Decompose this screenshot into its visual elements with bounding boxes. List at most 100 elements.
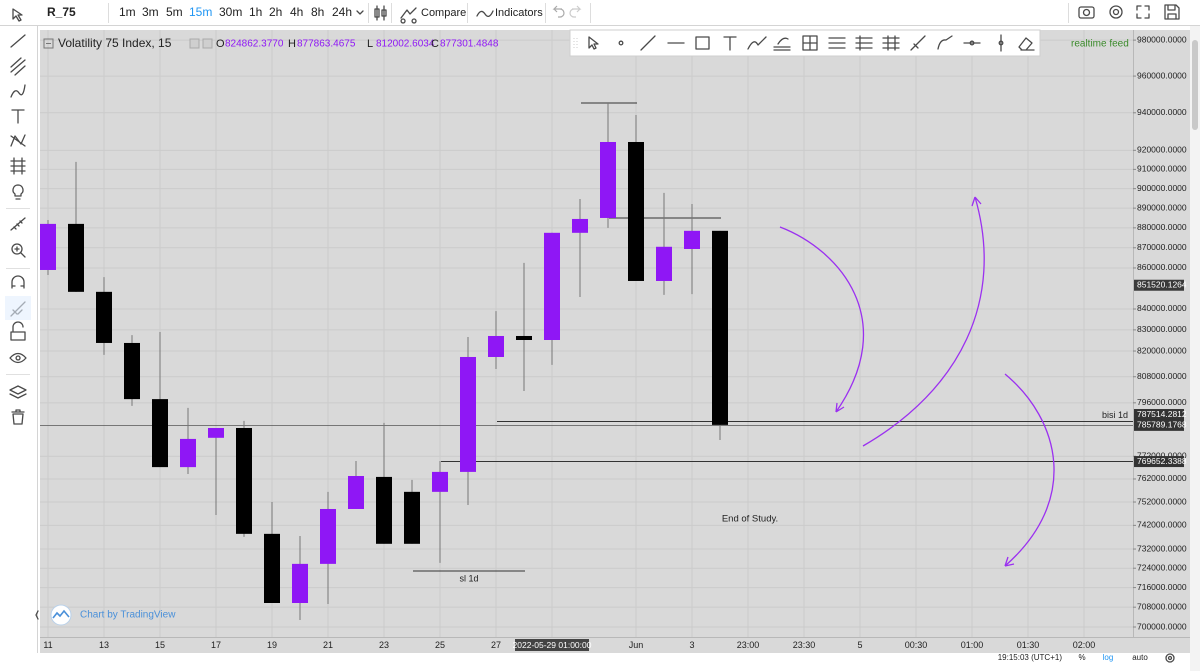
scrollbar[interactable] <box>1190 26 1200 671</box>
indicators-icon[interactable] <box>476 10 494 18</box>
legend-title: Volatility 75 Index, 15 <box>58 36 172 50</box>
fullscreen-button[interactable] <box>1136 5 1150 19</box>
float-tool[interactable] <box>773 37 791 51</box>
redo-button[interactable] <box>569 5 582 18</box>
settings-button[interactable] <box>1109 5 1123 19</box>
x-tick-label: 00:30 <box>905 640 928 650</box>
float-tool[interactable] <box>963 40 981 46</box>
x-tick-label: 21 <box>323 640 333 650</box>
interval-buttons: 1m 3m 5m 15m 30m 1h 2h 4h 8h 24h <box>119 5 352 19</box>
drawing-tool[interactable] <box>10 321 26 341</box>
scrollbar-thumb[interactable] <box>1192 40 1198 130</box>
drawing-tool[interactable] <box>12 184 24 200</box>
save-button[interactable] <box>1164 4 1180 20</box>
x-tick-label: 17 <box>211 640 221 650</box>
interval-button[interactable]: 15m <box>189 5 212 19</box>
drawing-tools-sidebar <box>5 8 31 425</box>
candle-body <box>292 563 308 604</box>
auto-toggle[interactable]: auto <box>1132 653 1148 662</box>
drawing-tool[interactable] <box>11 275 25 289</box>
drawing-tool[interactable] <box>10 84 26 98</box>
drawing-tool[interactable] <box>9 352 27 364</box>
realtime-feed: realtime feed <box>1071 39 1129 50</box>
sidebar-collapse[interactable] <box>35 610 39 620</box>
interval-button[interactable]: 8h <box>311 5 324 19</box>
interval-button[interactable]: 5m <box>166 5 183 19</box>
clock: 19:15:03 (UTC+1) <box>998 653 1063 662</box>
drawing-tool[interactable] <box>10 134 26 147</box>
snapshot-button[interactable] <box>1078 6 1095 19</box>
log-toggle[interactable]: log <box>1103 653 1114 662</box>
chart-type-button[interactable] <box>374 5 387 21</box>
candle-body <box>628 141 644 281</box>
price-label: 769652.3388 <box>1137 456 1187 466</box>
x-tick-label: 23:30 <box>793 640 816 650</box>
interval-button[interactable]: 2h <box>269 5 282 19</box>
interval-button[interactable]: 1m <box>119 5 136 19</box>
undo-button[interactable] <box>552 5 565 18</box>
interval-button[interactable]: 4h <box>290 5 303 19</box>
drawing-tool[interactable] <box>11 109 25 124</box>
float-tool[interactable] <box>855 35 873 51</box>
y-tick-label: 820000.0000 <box>1137 345 1187 355</box>
percent-toggle[interactable]: % <box>1078 653 1085 662</box>
legend-settings[interactable] <box>189 38 200 49</box>
candle-body <box>96 291 112 343</box>
float-tool[interactable] <box>910 35 926 51</box>
status-bar <box>0 653 1190 671</box>
axis-settings[interactable] <box>1165 653 1175 663</box>
drawing-tool[interactable] <box>9 385 27 399</box>
price-label-bg <box>1134 456 1184 468</box>
drawing-tool[interactable] <box>11 243 26 258</box>
legend-hide[interactable] <box>202 38 213 49</box>
candle-body <box>376 476 392 544</box>
float-tool[interactable] <box>882 35 900 51</box>
float-tool[interactable] <box>998 34 1004 52</box>
arrow-up <box>862 196 985 447</box>
float-tool[interactable] <box>937 35 953 50</box>
drawing-tool[interactable] <box>11 409 25 425</box>
drawing-tool[interactable] <box>12 8 23 22</box>
legend-collapse[interactable] <box>43 38 54 49</box>
float-tool[interactable] <box>802 35 818 51</box>
drawing-tool[interactable] <box>10 57 26 76</box>
indicators-button[interactable]: Indicators <box>495 7 543 19</box>
interval-button[interactable]: 30m <box>219 5 242 19</box>
interval-dropdown[interactable] <box>356 10 364 15</box>
x-tick-label: 25 <box>435 640 445 650</box>
float-tool[interactable] <box>640 35 656 51</box>
y-tick-label: 910000.0000 <box>1137 164 1187 174</box>
y-tick-label: 732000.0000 <box>1137 543 1187 553</box>
x-tick-label: 23:00 <box>737 640 760 650</box>
symbol[interactable]: R_75 <box>47 5 76 19</box>
interval-button[interactable]: 24h <box>332 5 352 19</box>
float-tool[interactable] <box>747 36 767 50</box>
interval-button[interactable]: 3m <box>142 5 159 19</box>
drawing-tool[interactable] <box>10 157 26 175</box>
float-tool[interactable] <box>1018 37 1035 51</box>
y-tick-label: 870000.0000 <box>1137 242 1187 252</box>
float-tool[interactable] <box>618 40 624 46</box>
drawing-tool[interactable] <box>10 217 26 231</box>
drawing-tool[interactable] <box>10 34 26 48</box>
y-tick-label: 724000.0000 <box>1137 562 1187 572</box>
float-tool[interactable] <box>723 36 737 51</box>
price-label: 787514.2812 <box>1137 409 1187 419</box>
compare-button[interactable]: Compare <box>421 7 466 19</box>
candle-body <box>40 223 56 270</box>
y-tick-label: 860000.0000 <box>1137 262 1187 272</box>
float-tool[interactable] <box>828 37 846 49</box>
compare-icon[interactable] <box>400 7 417 24</box>
interval-button[interactable]: 1h <box>249 5 262 19</box>
y-tick-label: 980000.0000 <box>1137 34 1187 44</box>
y-tick-label: 808000.0000 <box>1137 371 1187 381</box>
watermark[interactable]: Chart by TradingView <box>80 610 176 621</box>
y-tick-label: 772000.0000 <box>1137 450 1187 460</box>
float-tool[interactable] <box>588 36 599 50</box>
y-tick-label: 830000.0000 <box>1137 324 1187 334</box>
candle-body <box>404 491 420 544</box>
float-tool[interactable] <box>695 36 710 50</box>
y-tick-label: 940000.0000 <box>1137 107 1187 117</box>
candle-body <box>684 230 700 249</box>
